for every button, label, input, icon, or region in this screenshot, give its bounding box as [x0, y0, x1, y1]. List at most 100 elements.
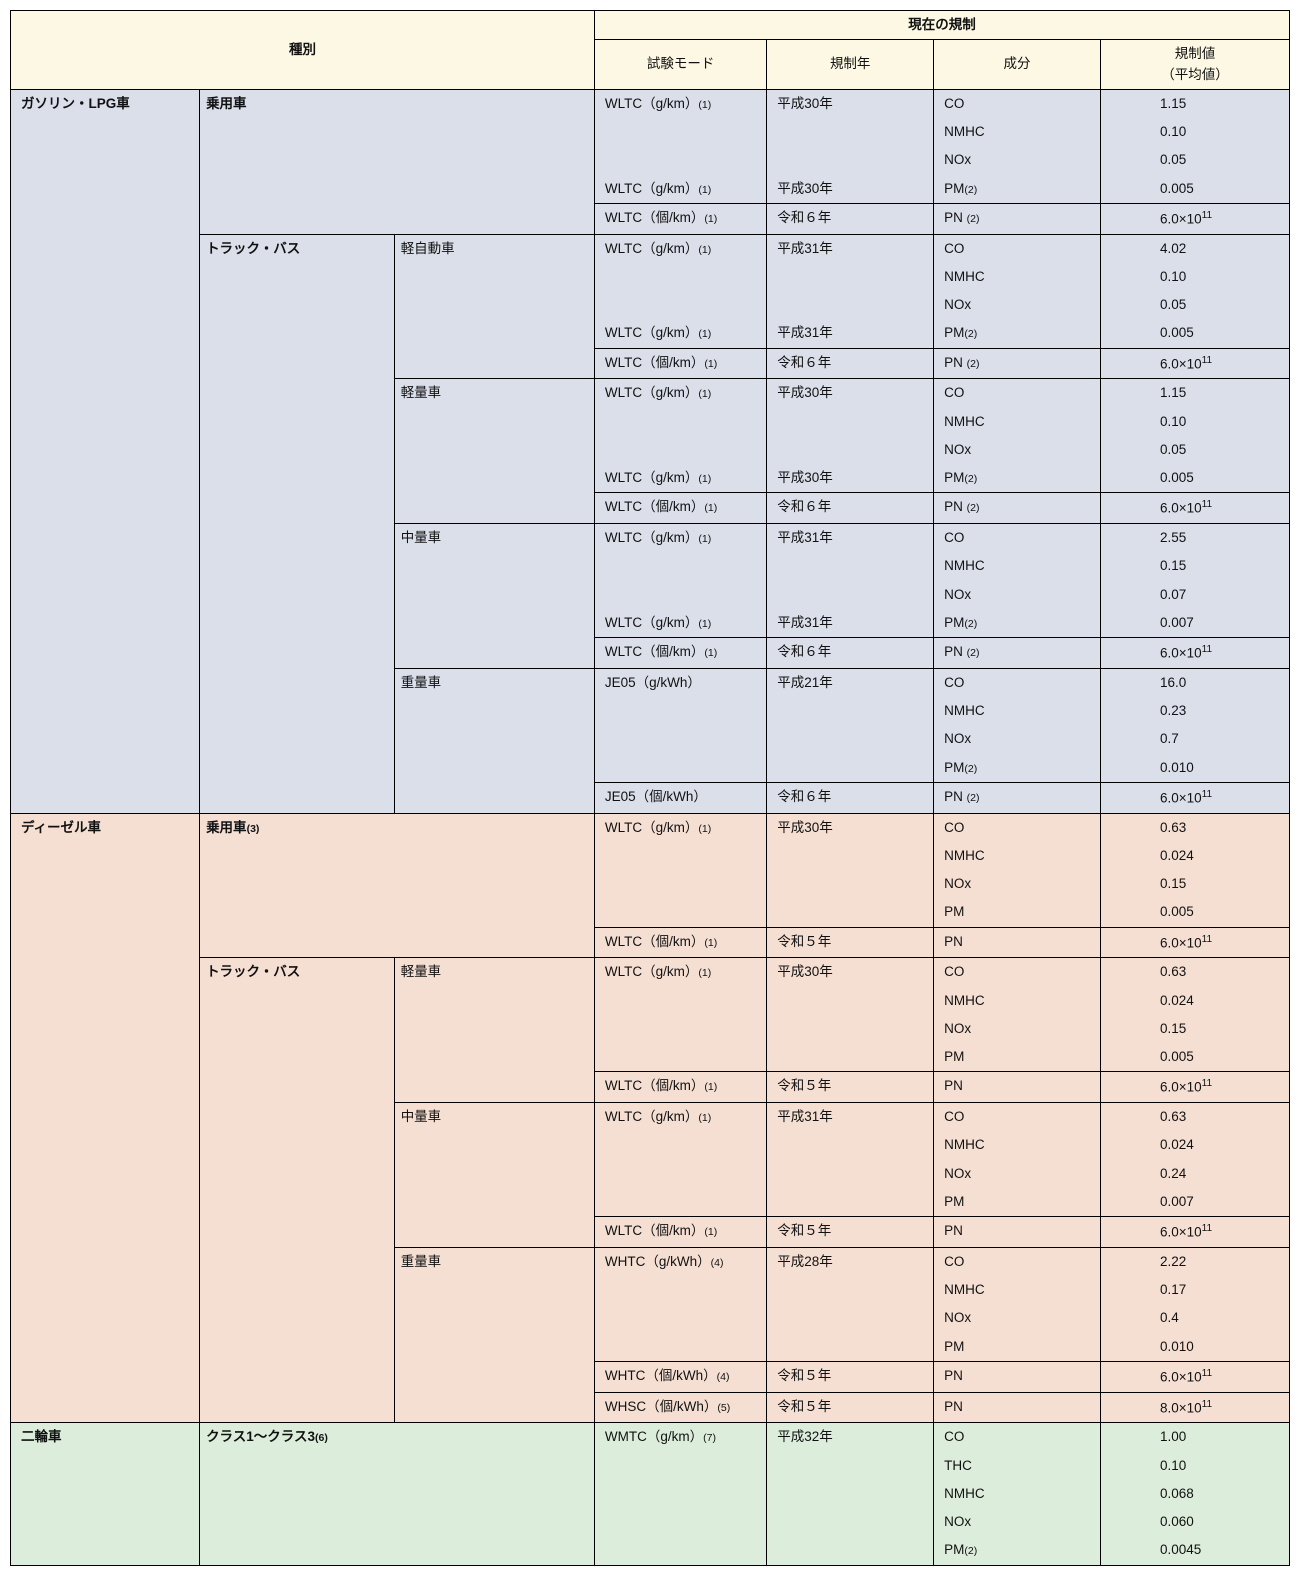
table-body: ガソリン・LPG車乗用車 WLTC（g/km）(1) 平成30年 CO 1.15… [11, 89, 1290, 1565]
cell-year [767, 581, 934, 609]
cell-mode: WLTC（g/km）(1) [594, 234, 766, 263]
cell-value: 0.23 [1100, 697, 1289, 725]
cell-year [767, 146, 934, 174]
emissions-table: 種別 現在の規制 試験モード 規制年 成分 規制値（平均値） ガソリン・LPG車… [10, 10, 1290, 1566]
cell-mode: WLTC（g/km）(1) [594, 813, 766, 842]
cell-component: NOx [934, 291, 1101, 319]
cell-component: NOx [934, 1015, 1101, 1043]
cell-value: 0.0045 [1100, 1536, 1289, 1565]
cell-value: 6.0×1011 [1100, 638, 1289, 669]
cell-component: CO [934, 1247, 1101, 1276]
cell-mode: WLTC（g/km）(1) [594, 319, 766, 348]
cell-value: 0.024 [1100, 1131, 1289, 1159]
cell-year: 平成30年 [767, 958, 934, 987]
cell-value: 6.0×1011 [1100, 493, 1289, 524]
cell-mode: WLTC（個/km）(1) [594, 203, 766, 234]
cell-year [767, 552, 934, 580]
cell-component: PN (2) [934, 782, 1101, 813]
cell-value: 16.0 [1100, 668, 1289, 697]
cell-component: NMHC [934, 842, 1101, 870]
cell-year: 平成21年 [767, 668, 934, 697]
header-limit: 規制値（平均値） [1100, 40, 1289, 90]
cell-mode [594, 1131, 766, 1159]
cell-mode: JE05（g/kWh） [594, 668, 766, 697]
cell-mode [594, 291, 766, 319]
cell-year [767, 1160, 934, 1188]
cell-value: 0.10 [1100, 1452, 1289, 1480]
cell-mode [594, 1333, 766, 1362]
cell-year: 令和５年 [767, 1392, 934, 1423]
cell-year [767, 1015, 934, 1043]
cell-value: 0.4 [1100, 1304, 1289, 1332]
cell-year: 平成31年 [767, 1103, 934, 1132]
cell-value: 0.005 [1100, 175, 1289, 204]
cell-mode: WLTC（個/km）(1) [594, 1072, 766, 1103]
cell-mode: WLTC（g/km）(1) [594, 524, 766, 553]
cell-value: 0.10 [1100, 263, 1289, 291]
cell-year [767, 1276, 934, 1304]
cell-component: PN [934, 1361, 1101, 1392]
cell-value: 6.0×1011 [1100, 927, 1289, 958]
cell-mode: WLTC（g/km）(1) [594, 89, 766, 118]
cell-year [767, 754, 934, 783]
section-label: ディーゼル車 [11, 813, 200, 1423]
cell-component: NOx [934, 146, 1101, 174]
cell-component: CO [934, 958, 1101, 987]
cell-component: NOx [934, 1304, 1101, 1332]
cell-mode [594, 1480, 766, 1508]
cell-year [767, 870, 934, 898]
cell-value: 1.15 [1100, 379, 1289, 408]
cell-component: THC [934, 1452, 1101, 1480]
sub-label: 軽量車 [394, 379, 594, 524]
group-label: クラス1～クラス3(6) [200, 1423, 595, 1565]
cell-value: 0.10 [1100, 408, 1289, 436]
cell-mode: JE05（個/kWh） [594, 782, 766, 813]
cell-year [767, 1043, 934, 1072]
cell-year [767, 263, 934, 291]
cell-year: 令和５年 [767, 1217, 934, 1248]
cell-mode [594, 552, 766, 580]
cell-value: 6.0×1011 [1100, 203, 1289, 234]
cell-component: NOx [934, 725, 1101, 753]
cell-component: PN [934, 927, 1101, 958]
table-row: 二輪車クラス1～クラス3(6) WMTC（g/km）(7) 平成32年 CO 1… [11, 1423, 1290, 1452]
cell-value: 8.0×1011 [1100, 1392, 1289, 1423]
cell-value: 0.060 [1100, 1508, 1289, 1536]
cell-value: 0.024 [1100, 842, 1289, 870]
cell-component: NOx [934, 1160, 1101, 1188]
cell-component: NOx [934, 581, 1101, 609]
cell-mode [594, 263, 766, 291]
cell-value: 6.0×1011 [1100, 782, 1289, 813]
cell-value: 0.7 [1100, 725, 1289, 753]
cell-value: 0.005 [1100, 464, 1289, 493]
cell-mode [594, 118, 766, 146]
cell-value: 0.05 [1100, 291, 1289, 319]
cell-component: PM(2) [934, 609, 1101, 638]
cell-year: 令和６年 [767, 348, 934, 379]
cell-component: CO [934, 813, 1101, 842]
cell-mode [594, 408, 766, 436]
cell-value: 0.05 [1100, 146, 1289, 174]
cell-value: 0.068 [1100, 1480, 1289, 1508]
cell-mode [594, 146, 766, 174]
cell-component: PM [934, 1333, 1101, 1362]
header-mode: 試験モード [594, 40, 766, 90]
cell-mode: WLTC（g/km）(1) [594, 609, 766, 638]
sub-label: 軽自動車 [394, 234, 594, 379]
cell-component: PN [934, 1072, 1101, 1103]
cell-value: 6.0×1011 [1100, 348, 1289, 379]
cell-mode [594, 436, 766, 464]
cell-mode [594, 1536, 766, 1565]
header-component: 成分 [934, 40, 1101, 90]
section-label: ガソリン・LPG車 [11, 89, 200, 813]
cell-year [767, 1480, 934, 1508]
cell-component: NMHC [934, 1480, 1101, 1508]
group-label: 乗用車 [200, 89, 595, 234]
cell-year: 平成30年 [767, 813, 934, 842]
cell-component: NMHC [934, 552, 1101, 580]
table-header: 種別 現在の規制 試験モード 規制年 成分 規制値（平均値） [11, 11, 1290, 90]
cell-mode: WLTC（個/km）(1) [594, 493, 766, 524]
cell-year: 平成31年 [767, 609, 934, 638]
cell-value: 0.15 [1100, 1015, 1289, 1043]
cell-component: CO [934, 234, 1101, 263]
